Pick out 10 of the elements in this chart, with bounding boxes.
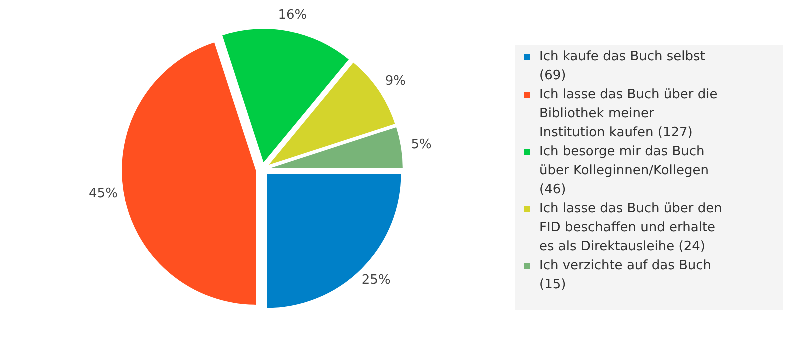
data-label: 16%	[278, 8, 308, 23]
legend-label: Ich lasse das Buch über den FID beschaffen und erhalte es als Direktausleihe (24)	[540, 202, 722, 254]
legend-label: Ich lasse das Buch über die Bibliothek meiner Institution kaufen (127)	[540, 88, 718, 140]
data-label: 25%	[362, 273, 391, 288]
data-label: 9%	[385, 74, 406, 89]
data-label: 5%	[411, 137, 432, 152]
legend-label: Ich kaufe das Buch selbst (69)	[540, 50, 706, 84]
legend-label: Ich verzichte auf das Buch (15)	[540, 258, 712, 292]
data-label: 45%	[89, 186, 118, 202]
legend-label: Ich besorge mir das Buch über Kolleginnen/Kollegen (46)	[540, 144, 710, 198]
